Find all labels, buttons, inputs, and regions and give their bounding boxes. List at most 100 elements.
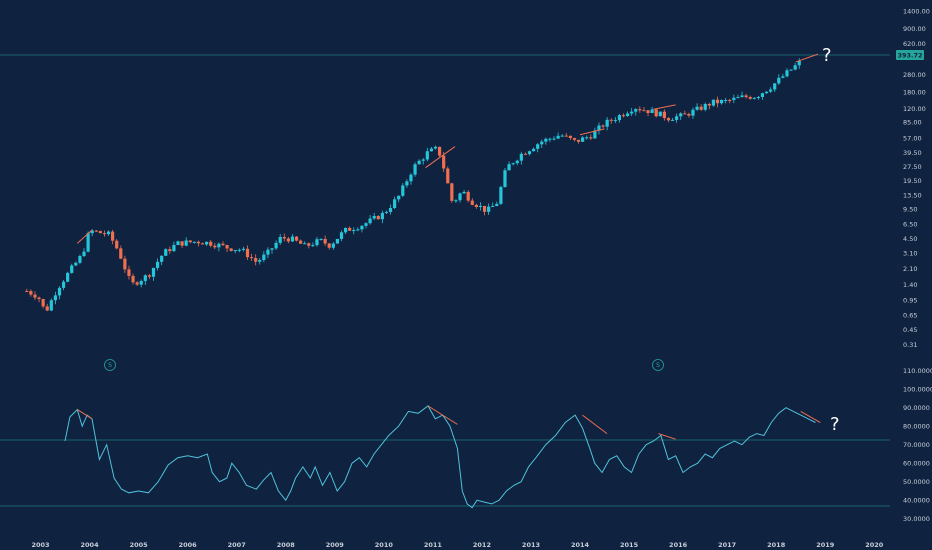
candle-body [384, 211, 389, 213]
candle [760, 92, 765, 100]
time-tick-label: 2019 [816, 541, 835, 549]
candle [466, 190, 470, 203]
candle [450, 182, 454, 203]
last-price-badge [896, 50, 924, 60]
candle [638, 106, 642, 113]
candle-body [597, 125, 601, 131]
candle-body [78, 256, 82, 263]
time-axis[interactable]: 2003 2004 2005 2006 2007 2008 2009 2010 2011 2012… [31, 541, 883, 549]
price-tick-label: 0.31 [903, 341, 917, 349]
candle-body [90, 230, 94, 234]
candle-body [482, 205, 487, 212]
candle-body [192, 241, 196, 243]
price-tick-label: 85.00 [903, 118, 922, 126]
event-marker-1[interactable]: S [104, 359, 116, 371]
candle [270, 248, 274, 254]
event-marker-2[interactable]: S [652, 359, 664, 371]
candle [536, 143, 540, 153]
candle-body [789, 69, 793, 71]
candle-body [511, 163, 515, 165]
candle-body [773, 83, 777, 90]
candle-body [164, 249, 168, 256]
candle [748, 95, 752, 100]
candle [172, 241, 176, 253]
candle [670, 118, 675, 121]
time-tick-label: 2011 [424, 541, 443, 549]
candle-body [25, 291, 29, 293]
candle-body [638, 109, 642, 111]
candle-body [552, 138, 556, 140]
candle-body [45, 306, 49, 311]
candle [343, 227, 348, 234]
rsi-axis[interactable]: 110.0000 100.0000 90.0000 80.0000 70.0000 60.… [903, 367, 932, 523]
rsi-divergence-line [427, 405, 458, 425]
candle [769, 87, 773, 93]
candle [679, 112, 683, 120]
candle-body [249, 257, 254, 259]
candle-body [315, 239, 319, 246]
price-tick-label: 4.50 [903, 235, 917, 243]
price-tick-label: 9.50 [903, 205, 917, 213]
candle-body [572, 138, 577, 140]
candle-body [299, 240, 303, 244]
candle [319, 238, 323, 241]
candle [417, 159, 421, 165]
candle [372, 212, 376, 221]
candle-body [323, 238, 327, 244]
candle-body [523, 153, 528, 155]
candle [601, 124, 605, 129]
candle [241, 246, 246, 252]
candle [25, 288, 29, 293]
candle [86, 231, 90, 253]
candle [744, 93, 748, 99]
candle [785, 68, 789, 78]
candle-body [593, 130, 597, 139]
candle [732, 94, 736, 104]
time-tick-label: 2010 [375, 541, 394, 549]
candle [294, 235, 299, 242]
candle [323, 235, 327, 246]
candle [200, 242, 205, 245]
candle [37, 296, 41, 303]
time-tick-label: 2015 [620, 541, 639, 549]
candle-body [356, 229, 360, 231]
candle-body [654, 109, 658, 117]
last-price-badge-text: 393.72 [897, 52, 922, 60]
candle-body [548, 138, 552, 140]
candle [249, 253, 254, 261]
candle [568, 135, 572, 140]
event-marker-2-circle [652, 359, 664, 371]
candle-body [630, 111, 634, 114]
candle [315, 236, 319, 247]
candle [540, 139, 544, 148]
candle [331, 241, 335, 250]
candle [335, 238, 340, 244]
price-axis[interactable]: 1400.00 900.00 620.00 280.00 180.00 120.00 85.… [903, 7, 930, 348]
rsi-tick-label: 80.0000 [903, 422, 930, 430]
candle-body [634, 109, 638, 112]
candle [609, 118, 613, 124]
candle-body [719, 100, 724, 104]
candle [793, 62, 797, 71]
candle-body [474, 204, 478, 208]
candle [307, 242, 311, 249]
candle-body [425, 151, 429, 160]
candle-body [715, 99, 720, 104]
candle-body [213, 245, 217, 248]
candle-body [793, 65, 797, 70]
candle-body [225, 245, 229, 249]
candle [719, 99, 724, 105]
candle [135, 281, 139, 287]
candle-body [209, 241, 213, 246]
candle [53, 291, 57, 305]
candle [299, 239, 303, 244]
candle [205, 241, 209, 247]
candle-body [662, 111, 666, 119]
candle [70, 263, 74, 274]
candle-body [286, 238, 290, 242]
price-tick-label: 900.00 [903, 25, 926, 33]
candle [188, 240, 192, 244]
candle [139, 279, 143, 288]
candle-body [221, 243, 225, 246]
time-tick-label: 2007 [228, 541, 246, 549]
